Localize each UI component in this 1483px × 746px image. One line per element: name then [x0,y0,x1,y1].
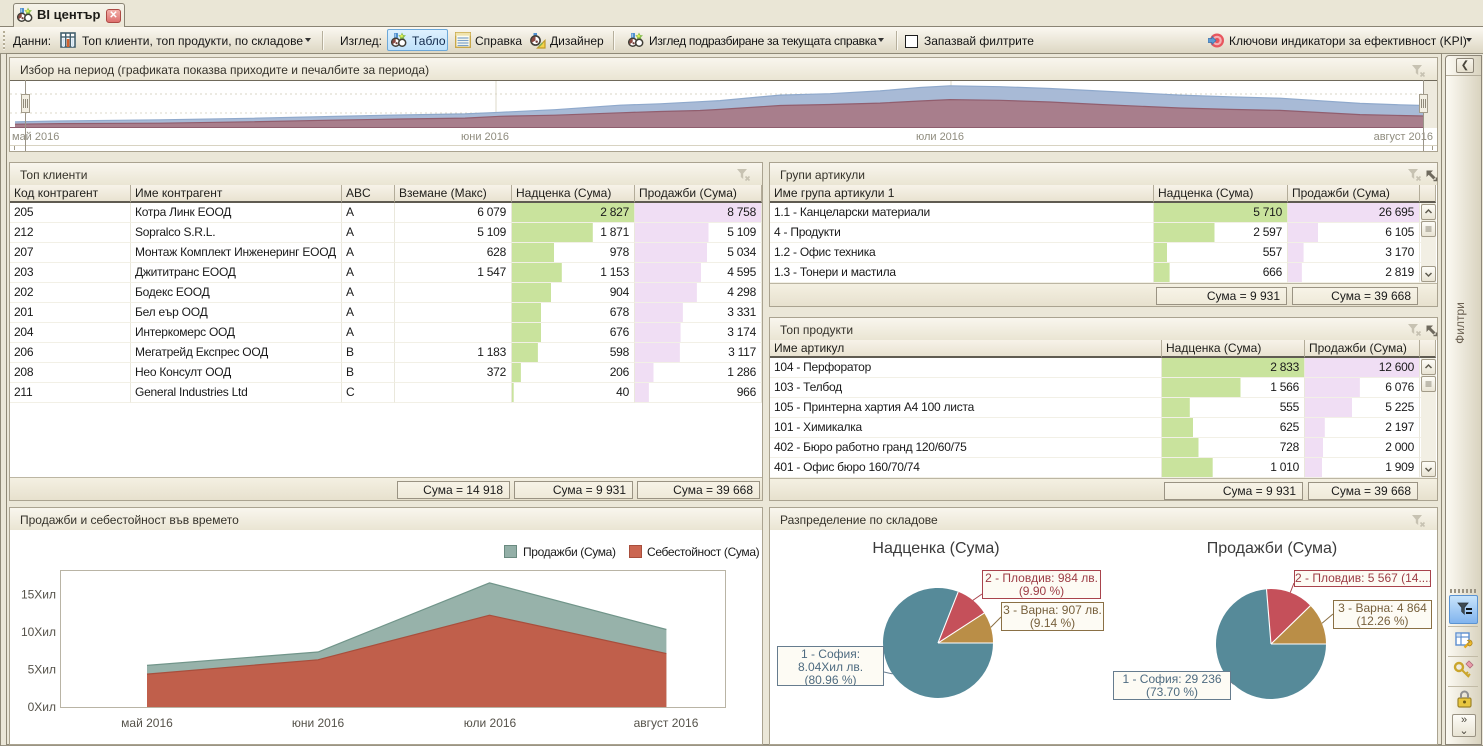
svg-text:5Хил: 5Хил [28,663,56,677]
svg-text:15Хил: 15Хил [21,588,56,602]
svg-text:10Хил: 10Хил [21,625,56,639]
svg-text:0Хил: 0Хил [28,700,56,714]
